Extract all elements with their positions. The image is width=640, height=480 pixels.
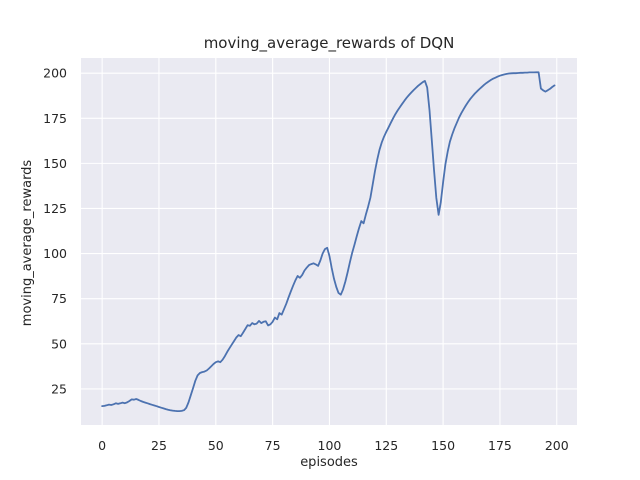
x-tick-labels: 0 25 50 75 100 125 150 175 200 xyxy=(98,438,569,453)
y-axis-label: moving_average_rewards xyxy=(20,160,35,327)
y-tick-label: 150 xyxy=(43,156,67,171)
x-tick-label: 100 xyxy=(318,438,342,453)
y-tick-labels: 25 50 75 100 125 150 175 200 xyxy=(43,66,67,397)
x-tick-label: 0 xyxy=(98,438,106,453)
x-tick-label: 200 xyxy=(545,438,569,453)
x-tick-label: 150 xyxy=(431,438,455,453)
y-tick-label: 200 xyxy=(43,66,67,81)
y-tick-label: 25 xyxy=(51,381,67,396)
y-tick-label: 50 xyxy=(51,336,67,351)
y-tick-label: 175 xyxy=(43,111,67,126)
x-tick-label: 25 xyxy=(151,438,167,453)
x-axis-label: episodes xyxy=(300,455,358,470)
gridlines xyxy=(81,58,577,425)
x-tick-label: 125 xyxy=(374,438,398,453)
y-tick-label: 125 xyxy=(43,201,67,216)
reward-line-series xyxy=(101,71,556,413)
x-tick-label: 50 xyxy=(208,438,224,453)
y-tick-label: 75 xyxy=(51,291,67,306)
chart-title: moving_average_rewards of DQN xyxy=(204,34,455,53)
x-tick-label: 75 xyxy=(265,438,281,453)
y-tick-label: 100 xyxy=(43,246,67,261)
x-tick-label: 175 xyxy=(488,438,512,453)
